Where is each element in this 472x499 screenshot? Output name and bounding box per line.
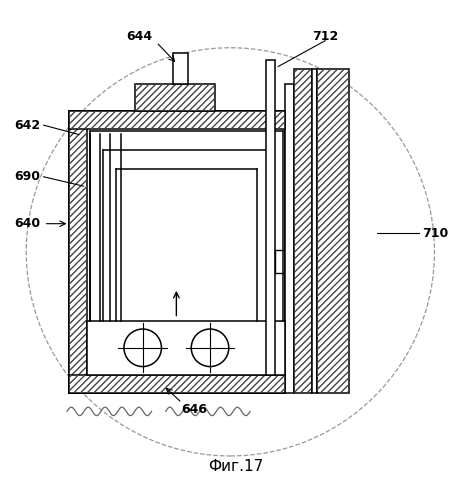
Text: 644: 644 <box>127 29 153 42</box>
Bar <box>69 111 285 129</box>
Bar <box>69 111 285 129</box>
Bar <box>69 375 285 393</box>
Text: Фиг.17: Фиг.17 <box>208 459 264 474</box>
Text: 690: 690 <box>14 170 40 183</box>
Bar <box>267 60 275 375</box>
Bar <box>135 84 215 111</box>
Bar <box>69 111 87 393</box>
Text: 642: 642 <box>14 119 40 132</box>
Text: 712: 712 <box>312 29 338 42</box>
Bar <box>69 111 285 393</box>
Text: 710: 710 <box>422 227 448 240</box>
Bar <box>87 321 285 375</box>
Bar <box>317 69 349 393</box>
Bar <box>294 69 312 393</box>
Text: 640: 640 <box>14 217 40 230</box>
Bar <box>173 53 188 84</box>
Bar <box>285 84 294 393</box>
Bar <box>317 69 349 393</box>
Circle shape <box>124 329 161 367</box>
Bar <box>135 84 215 111</box>
Bar <box>312 69 317 393</box>
Bar <box>69 375 285 393</box>
Circle shape <box>191 329 229 367</box>
Bar <box>294 69 312 393</box>
Text: 646: 646 <box>181 403 207 416</box>
Bar <box>69 111 87 393</box>
